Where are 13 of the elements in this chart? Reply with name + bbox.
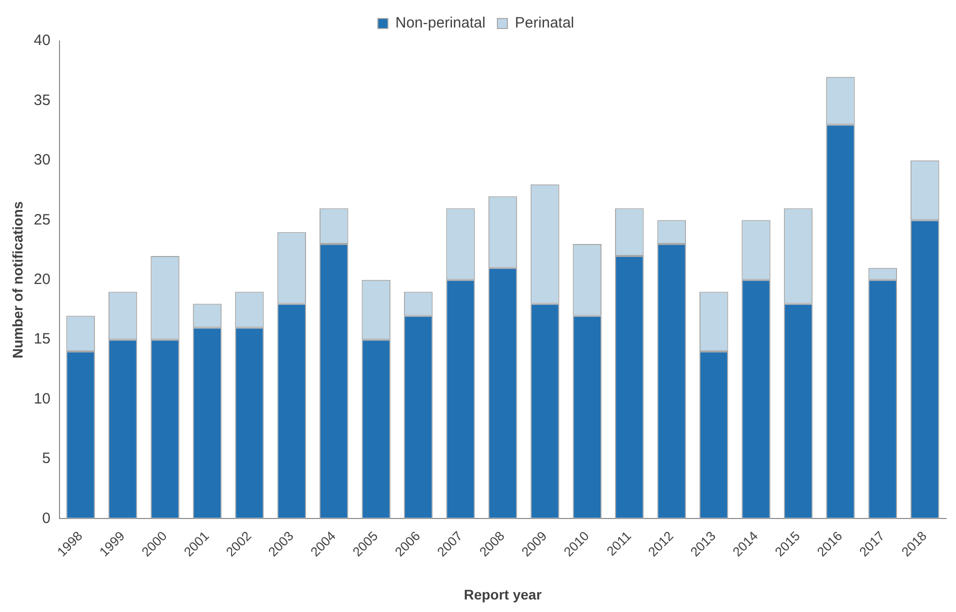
legend-label: Perinatal <box>514 14 574 32</box>
y-tick-label: 40 <box>34 32 50 50</box>
y-tick-label: 15 <box>34 330 50 348</box>
legend-label: Non-perinatal <box>395 14 486 32</box>
y-tick-label: 20 <box>34 271 50 288</box>
y-tick-label: 30 <box>34 152 50 169</box>
y-axis-title: Number of notifications <box>9 201 26 358</box>
y-tick-label: 0 <box>42 510 50 527</box>
y-tick-label: 25 <box>34 211 50 228</box>
y-tick-label: 35 <box>34 92 50 109</box>
y-tick-label: 5 <box>42 450 50 468</box>
x-axis-title: Report year <box>464 586 542 602</box>
y-tick-label: 10 <box>34 390 50 408</box>
